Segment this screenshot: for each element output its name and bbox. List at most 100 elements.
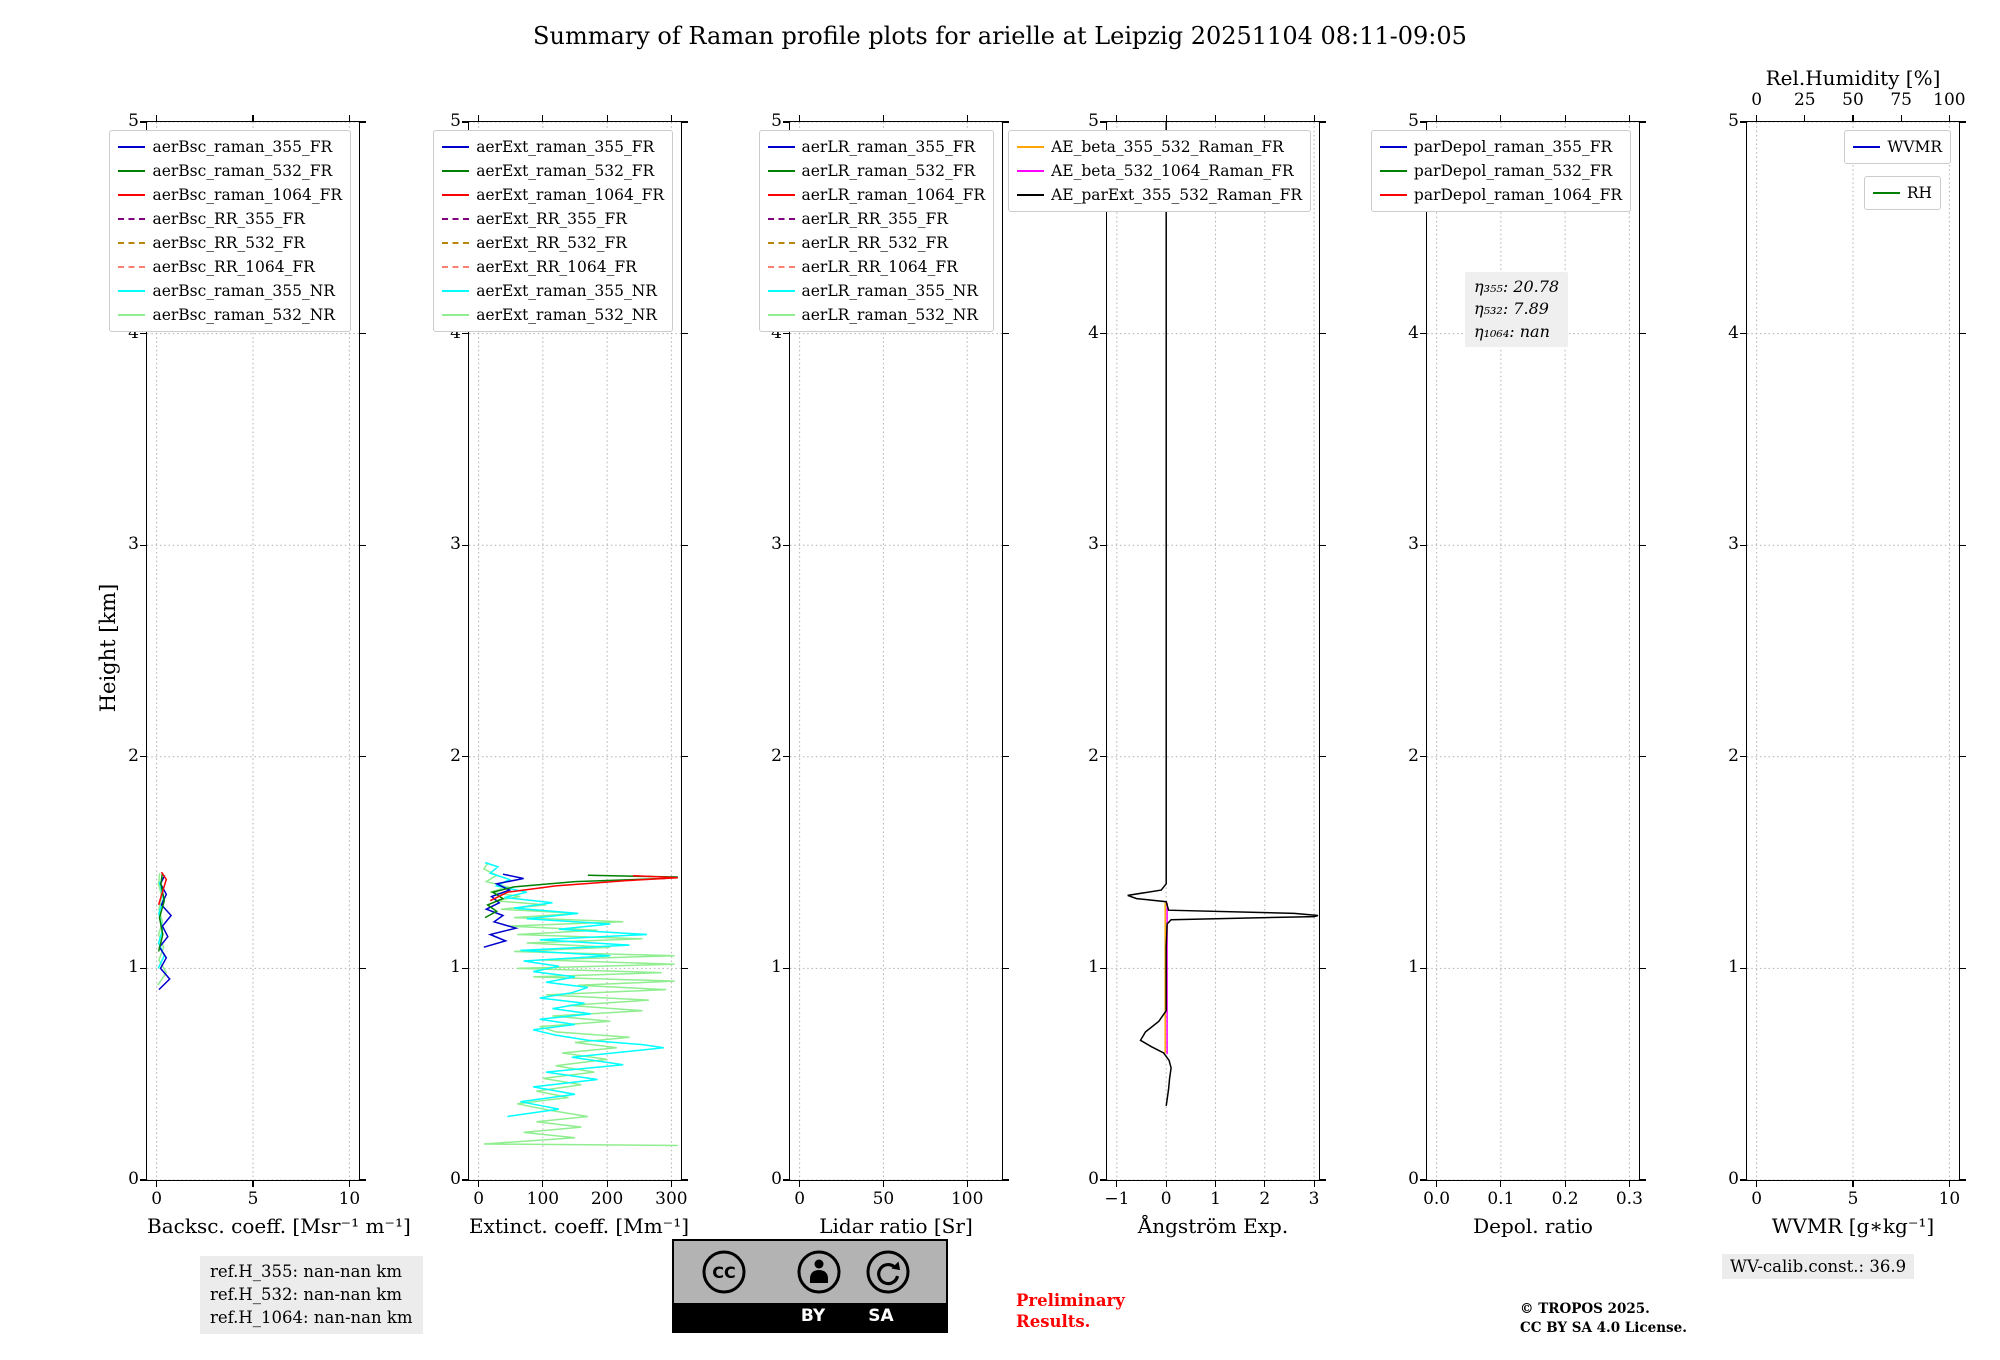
x-tick-label: 0 [1751, 1189, 1763, 1209]
legend-item: aerLR_RR_532_FR [767, 231, 985, 255]
top-axis-tick [1900, 115, 1902, 122]
y-tick [1740, 967, 1747, 969]
legend-item-label: aerBsc_RR_355_FR [152, 210, 305, 228]
legend-line-sample [767, 170, 795, 172]
y-tick [783, 967, 790, 969]
y-tick [1740, 333, 1747, 335]
legend-item: aerBsc_raman_1064_FR [118, 183, 342, 207]
x-tick-label: 0.0 [1423, 1189, 1451, 1209]
figure-title: Summary of Raman profile plots for ariel… [533, 22, 1467, 50]
y-tick-right [1959, 544, 1966, 546]
y-tick-label: 2 [450, 745, 461, 766]
x-tick-label: 2 [1259, 1189, 1271, 1209]
legend-item-label: aerExt_RR_1064_FR [476, 258, 637, 276]
legend-line-sample [442, 146, 470, 148]
y-tick [1420, 544, 1427, 546]
y-tick [1420, 333, 1427, 335]
x-axis-title-depol: Depol. ratio [1473, 1214, 1593, 1238]
y-tick-right [681, 1179, 688, 1181]
legend-item: aerBsc_RR_1064_FR [118, 255, 342, 279]
legend-item: aerLR_raman_355_NR [767, 279, 985, 303]
legend-item: aerLR_raman_532_FR [767, 159, 985, 183]
top-axis-tick [1852, 115, 1854, 122]
y-tick-right [1319, 1179, 1326, 1181]
legend-item-label: aerLR_raman_355_FR [801, 138, 976, 156]
x-tick-label: 0 [794, 1189, 806, 1209]
y-tick-right [359, 544, 366, 546]
legend-line-sample [767, 290, 795, 292]
series-aerExt_raman_1064_FR [489, 874, 678, 902]
legend-line-sample [118, 194, 146, 196]
legend-item: aerBsc_RR_532_FR [118, 231, 342, 255]
y-tick [462, 333, 469, 335]
y-tick [140, 756, 147, 758]
y-tick [140, 967, 147, 969]
y-tick-right [681, 544, 688, 546]
preliminary-results-note-line: Preliminary [1016, 1291, 1125, 1310]
x-tick-label: 0.1 [1487, 1189, 1515, 1209]
legend-item-label: aerExt_RR_355_FR [476, 210, 627, 228]
top-axis-tick [1948, 115, 1950, 122]
x-tick-label: 5 [1847, 1189, 1859, 1209]
legend-line-sample [1853, 146, 1881, 148]
x-tick-label: 0 [473, 1189, 485, 1209]
y-tick-right [681, 121, 688, 123]
legend-backscatter: aerBsc_raman_355_FR aerBsc_raman_532_FR ae… [109, 130, 351, 332]
x-tick-label: 5 [247, 1189, 259, 1209]
cc-icon: CC [700, 1248, 748, 1296]
top-axis-tick-label: 25 [1793, 90, 1816, 110]
legend-line-sample [1017, 170, 1045, 172]
legend-line-sample [1872, 192, 1900, 194]
legend-item-label: aerBsc_raman_355_NR [152, 282, 335, 300]
y-tick-right [1959, 121, 1966, 123]
legend-line-sample [1379, 146, 1407, 148]
legend-item: aerLR_raman_355_FR [767, 135, 985, 159]
y-tick [1740, 756, 1747, 758]
legend-item: aerBsc_raman_355_FR [118, 135, 342, 159]
panel-lidar-ratio: 0 50 100 0 1 2 3 4 5 Lidar ratio [Sr] aerLR_raman_… [758, 111, 1009, 1238]
y-tick-right [1002, 1179, 1009, 1181]
y-tick-right [359, 1179, 366, 1181]
legend-item: aerLR_raman_532_NR [767, 303, 985, 327]
y-tick [462, 967, 469, 969]
eta-annotation: η₃₅₅: 20.78 η₅₃₂: 7.89 η₁₀₆₄: nan [1465, 272, 1569, 348]
y-tick-label: 2 [128, 745, 139, 766]
ref-height-annotation: ref.H_355: nan-nan km ref.H_532: nan-nan … [200, 1256, 423, 1335]
x-tick-top [1564, 115, 1566, 122]
x-tick-label: 0 [1160, 1189, 1172, 1209]
x-tick [1264, 1180, 1266, 1187]
legend-line-sample [118, 146, 146, 148]
x-tick [156, 1180, 158, 1187]
legend-item: parDepol_raman_1064_FR [1379, 183, 1622, 207]
legend-item-label: aerExt_raman_355_FR [476, 138, 655, 156]
legend-line-sample [767, 218, 795, 220]
top-axis-tick-label: 75 [1890, 90, 1912, 110]
legend-wvmr: WVMR [1844, 130, 1951, 164]
ref-height-annotation-line: ref.H_355: nan-nan km [210, 1262, 402, 1281]
x-axis-title-wvmr: WVMR [g∗kg⁻¹] [1771, 1214, 1935, 1238]
legend-item: aerExt_raman_532_NR [442, 303, 664, 327]
legend-line-sample [442, 218, 470, 220]
x-tick-label: 0 [151, 1189, 163, 1209]
x-tick [1852, 1180, 1854, 1187]
legend-line-sample [767, 266, 795, 268]
legend-line-sample [442, 290, 470, 292]
y-tick-label: 0 [1408, 1169, 1419, 1189]
x-tick [882, 1180, 884, 1187]
series-aerExt_raman_532_NR [482, 862, 678, 1147]
y-tick-right [1319, 967, 1326, 969]
eta-annotation-line: η₅₃₂: 7.89 [1474, 299, 1549, 319]
legend-line-sample [442, 242, 470, 244]
x-tick-label: 0.2 [1551, 1189, 1579, 1209]
legend-item-label: WVMR [1887, 138, 1942, 156]
x-axis-title-lidar-ratio: Lidar ratio [Sr] [819, 1214, 973, 1238]
x-tick [606, 1180, 608, 1187]
legend-line-sample [1017, 194, 1045, 196]
top-axis-tick-label: 0 [1751, 90, 1763, 110]
y-tick-label: 5 [771, 111, 782, 131]
legend-line-sample [767, 194, 795, 196]
y-tick-label: 0 [1088, 1169, 1099, 1189]
y-tick-label: 1 [1088, 957, 1099, 978]
y-tick-right [1639, 544, 1646, 546]
